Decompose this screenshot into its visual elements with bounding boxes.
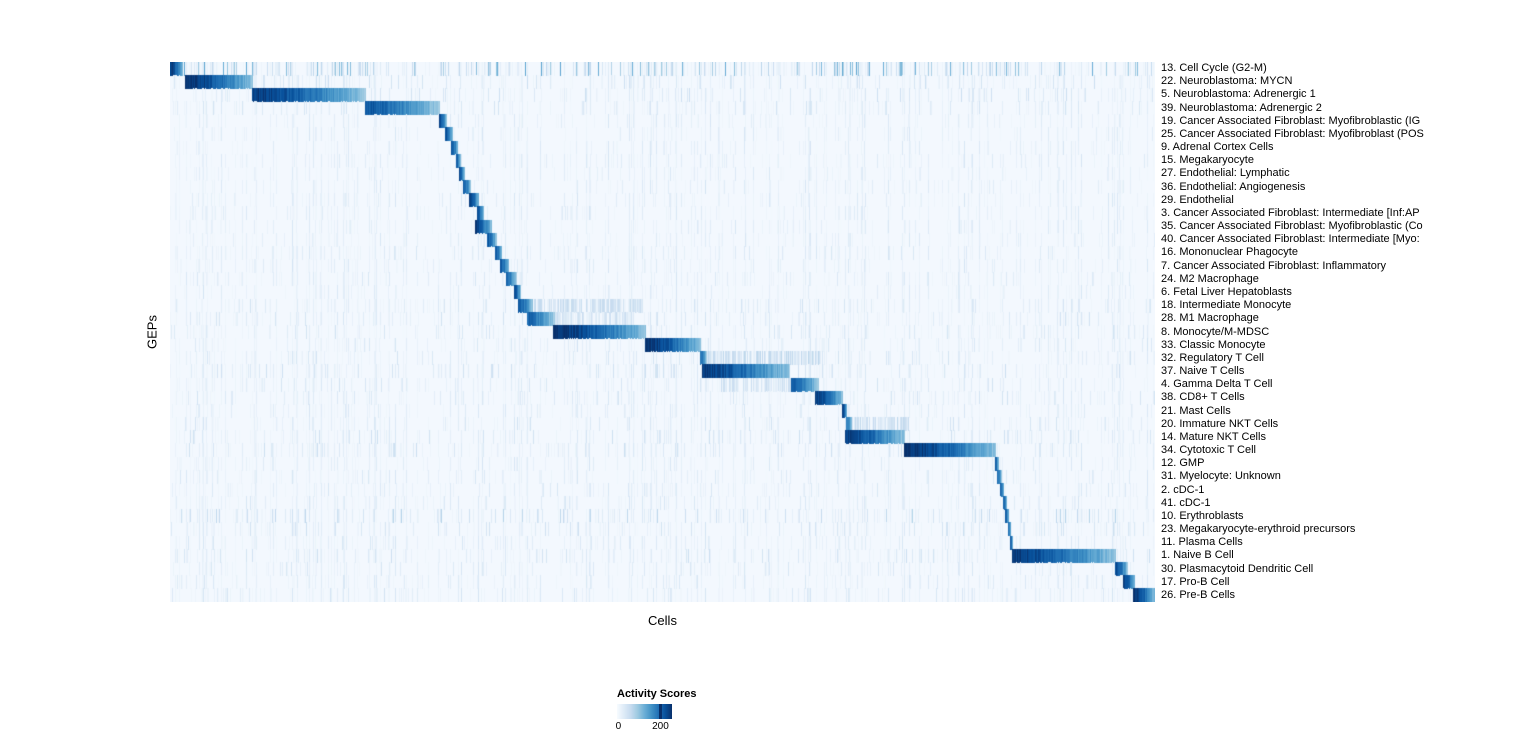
row-label: 10. Erythroblasts [1161,509,1244,522]
row-label: 32. Regulatory T Cell [1161,351,1264,364]
row-labels: 13. Cell Cycle (G2-M) 22. Neuroblastoma: … [1161,62,1540,602]
legend-gradient [617,704,672,719]
row-label: 4. Gamma Delta T Cell [1161,378,1273,391]
row-label: 5. Neuroblastoma: Adrenergic 1 [1161,88,1316,101]
row-label: 37. Naive T Cells [1161,365,1245,378]
row-label: 24. M2 Macrophage [1161,272,1259,285]
row-label: 40. Cancer Associated Fibroblast: Interm… [1161,233,1420,246]
x-axis-label: Cells [648,613,677,628]
row-label: 1. Naive B Cell [1161,549,1234,562]
row-label: 3. Cancer Associated Fibroblast: Interme… [1161,206,1420,219]
row-label: 17. Pro-B Cell [1161,575,1230,588]
row-label: 12. GMP [1161,457,1205,470]
row-label: 2. cDC-1 [1161,483,1205,496]
row-label: 8. Monocyte/M-MDSC [1161,325,1270,338]
row-label: 11. Plasma Cells [1161,536,1243,549]
row-label: 19. Cancer Associated Fibroblast: Myofib… [1161,114,1421,127]
row-label: 14. Mature NKT Cells [1161,430,1266,443]
row-label: 13. Cell Cycle (G2-M) [1161,62,1267,75]
row-label: 38. CD8+ T Cells [1161,391,1245,404]
row-label: 35. Cancer Associated Fibroblast: Myofib… [1161,220,1423,233]
row-label: 7. Cancer Associated Fibroblast: Inflamm… [1161,259,1386,272]
row-label: 26. Pre-B Cells [1161,588,1235,601]
row-label: 20. Immature NKT Cells [1161,417,1279,430]
row-label: 29. Endothelial [1161,193,1234,206]
row-label: 6. Fetal Liver Hepatoblasts [1161,286,1292,298]
row-label: 30. Plasmacytoid Dendritic Cell [1161,562,1314,575]
row-label: 41. cDC-1 [1161,496,1211,509]
row-label: 16. Mononuclear Phagocyte [1161,246,1298,259]
row-label: 27. Endothelial: Lymphatic [1161,167,1290,180]
row-label: 15. Megakaryocyte [1161,154,1254,167]
row-label: 34. Cytotoxic T Cell [1161,444,1256,457]
row-label: 18. Intermediate Monocyte [1161,299,1292,312]
row-label: 33. Classic Monocyte [1161,338,1266,351]
row-label: 39. Neuroblastoma: Adrenergic 2 [1161,101,1322,114]
legend-tick-max: 200 [652,721,669,732]
legend-title: Activity Scores [617,688,697,700]
row-label: 28. M1 Macrophage [1161,312,1259,325]
row-label: 22. Neuroblastoma: MYCN [1161,75,1293,88]
legend-ticks: 0 200 [615,721,672,733]
row-label: 36. Endothelial: Angiogenesis [1161,180,1306,193]
row-label: 25. Cancer Associated Fibroblast: Myofib… [1161,127,1424,140]
y-axis-label: GEPs [144,315,160,349]
row-label: 9. Adrenal Cortex Cells [1161,141,1274,154]
row-label: 31. Myelocyte: Unknown [1161,470,1281,483]
legend-max-tick-mark [658,704,662,719]
row-label: 21. Mast Cells [1161,404,1231,417]
row-label: 23. Megakaryocyte-erythroid precursors [1161,523,1356,536]
activity-scores-legend: Activity Scores 0 200 [615,688,697,733]
legend-tick-min: 0 [615,721,622,732]
heatmap-canvas [170,62,1155,602]
